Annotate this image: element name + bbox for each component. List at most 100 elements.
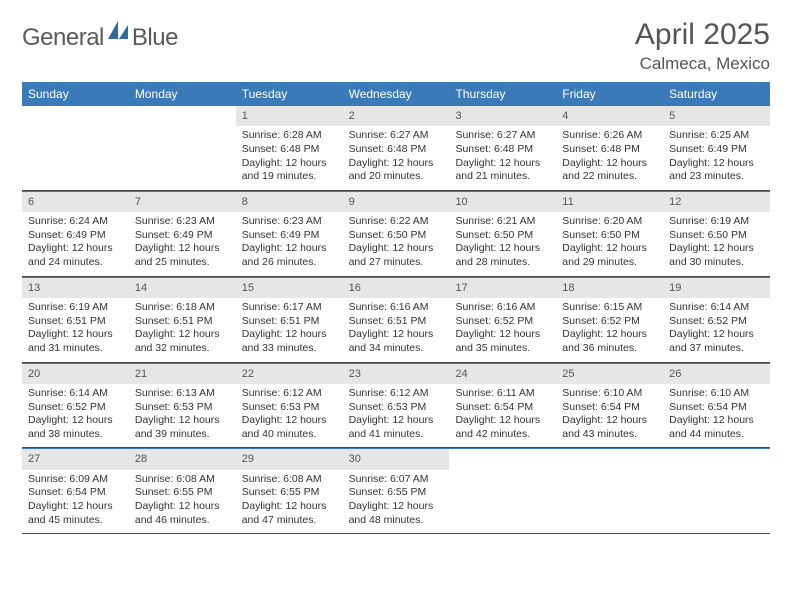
sunset-text: Sunset: 6:55 PM (135, 486, 230, 500)
daylight-text: Daylight: 12 hours and 31 minutes. (28, 328, 123, 355)
sunset-text: Sunset: 6:49 PM (135, 229, 230, 243)
sunset-text: Sunset: 6:51 PM (242, 315, 337, 329)
day-number: 6 (22, 192, 129, 212)
sunset-text: Sunset: 6:51 PM (135, 315, 230, 329)
day-content: Sunrise: 6:28 AMSunset: 6:48 PMDaylight:… (236, 129, 343, 184)
day-content: Sunrise: 6:15 AMSunset: 6:52 PMDaylight:… (556, 301, 663, 356)
logo: General Blue (22, 18, 178, 52)
day-content: Sunrise: 6:19 AMSunset: 6:51 PMDaylight:… (22, 301, 129, 356)
day-number: 30 (343, 449, 450, 469)
sunset-text: Sunset: 6:48 PM (562, 143, 657, 157)
daylight-text: Daylight: 12 hours and 45 minutes. (28, 500, 123, 527)
sunrise-text: Sunrise: 6:14 AM (28, 387, 123, 401)
week-row: 13 Sunrise: 6:19 AMSunset: 6:51 PMDayligh… (22, 277, 770, 363)
day-number: 26 (663, 364, 770, 384)
day-number: 13 (22, 278, 129, 298)
week-row: 1Sunrise: 6:28 AMSunset: 6:48 PMDaylight… (22, 106, 770, 191)
day-cell (556, 449, 663, 534)
day-cell (129, 106, 236, 191)
day-cell (22, 106, 129, 191)
sunrise-text: Sunrise: 6:23 AM (135, 215, 230, 229)
day-cell: 3Sunrise: 6:27 AMSunset: 6:48 PMDaylight… (449, 106, 556, 191)
day-content: Sunrise: 6:27 AMSunset: 6:48 PMDaylight:… (343, 129, 450, 184)
sunrise-text: Sunrise: 6:15 AM (562, 301, 657, 315)
sunset-text: Sunset: 6:52 PM (562, 315, 657, 329)
day-number: 5 (663, 106, 770, 126)
day-content: Sunrise: 6:18 AMSunset: 6:51 PMDaylight:… (129, 301, 236, 356)
day-cell: 18Sunrise: 6:15 AMSunset: 6:52 PMDayligh… (556, 278, 663, 363)
daylight-text: Daylight: 12 hours and 21 minutes. (455, 157, 550, 184)
day-cell: 22Sunrise: 6:12 AMSunset: 6:53 PMDayligh… (236, 364, 343, 449)
day-content: Sunrise: 6:22 AMSunset: 6:50 PMDaylight:… (343, 215, 450, 270)
day-cell: 5Sunrise: 6:25 AMSunset: 6:49 PMDaylight… (663, 106, 770, 191)
day-cell: 7Sunrise: 6:23 AMSunset: 6:49 PMDaylight… (129, 192, 236, 277)
weekday-thursday: Thursday (449, 82, 556, 106)
day-content: Sunrise: 6:24 AMSunset: 6:49 PMDaylight:… (22, 215, 129, 270)
day-cell: 24Sunrise: 6:11 AMSunset: 6:54 PMDayligh… (449, 364, 556, 449)
day-number: 15 (236, 278, 343, 298)
day-cell: 29Sunrise: 6:08 AMSunset: 6:55 PMDayligh… (236, 449, 343, 534)
day-cell: 1Sunrise: 6:28 AMSunset: 6:48 PMDaylight… (236, 106, 343, 191)
sunset-text: Sunset: 6:50 PM (562, 229, 657, 243)
sunrise-text: Sunrise: 6:09 AM (28, 473, 123, 487)
sunrise-text: Sunrise: 6:10 AM (669, 387, 764, 401)
weekday-friday: Friday (556, 82, 663, 106)
day-cell: 27Sunrise: 6:09 AMSunset: 6:54 PMDayligh… (22, 449, 129, 534)
daylight-text: Daylight: 12 hours and 48 minutes. (349, 500, 444, 527)
day-number: 12 (663, 192, 770, 212)
daylight-text: Daylight: 12 hours and 26 minutes. (242, 242, 337, 269)
sunrise-text: Sunrise: 6:16 AM (349, 301, 444, 315)
day-cell: 13 Sunrise: 6:19 AMSunset: 6:51 PMDayligh… (22, 278, 129, 363)
daylight-text: Daylight: 12 hours and 36 minutes. (562, 328, 657, 355)
sunset-text: Sunset: 6:50 PM (349, 229, 444, 243)
sunset-text: Sunset: 6:51 PM (349, 315, 444, 329)
day-content: Sunrise: 6:10 AMSunset: 6:54 PMDaylight:… (663, 387, 770, 442)
sunrise-text: Sunrise: 6:27 AM (455, 129, 550, 143)
weekday-monday: Monday (129, 82, 236, 106)
sail-icon (108, 21, 128, 44)
day-content: Sunrise: 6:23 AMSunset: 6:49 PMDaylight:… (236, 215, 343, 270)
sunset-text: Sunset: 6:54 PM (28, 486, 123, 500)
day-cell (449, 449, 556, 534)
sunrise-text: Sunrise: 6:08 AM (242, 473, 337, 487)
sunrise-text: Sunrise: 6:17 AM (242, 301, 337, 315)
day-cell: 12Sunrise: 6:19 AMSunset: 6:50 PMDayligh… (663, 192, 770, 277)
sunrise-text: Sunrise: 6:23 AM (242, 215, 337, 229)
day-number: 7 (129, 192, 236, 212)
day-content: Sunrise: 6:27 AMSunset: 6:48 PMDaylight:… (449, 129, 556, 184)
daylight-text: Daylight: 12 hours and 33 minutes. (242, 328, 337, 355)
week-row: 6 Sunrise: 6:24 AMSunset: 6:49 PMDaylight… (22, 191, 770, 277)
day-content: Sunrise: 6:21 AMSunset: 6:50 PMDaylight:… (449, 215, 556, 270)
daylight-text: Daylight: 12 hours and 46 minutes. (135, 500, 230, 527)
weekday-sunday: Sunday (22, 82, 129, 106)
day-content: Sunrise: 6:10 AMSunset: 6:54 PMDaylight:… (556, 387, 663, 442)
day-content: Sunrise: 6:14 AMSunset: 6:52 PMDaylight:… (663, 301, 770, 356)
day-number: 2 (343, 106, 450, 126)
daylight-text: Daylight: 12 hours and 20 minutes. (349, 157, 444, 184)
day-cell: 6 Sunrise: 6:24 AMSunset: 6:49 PMDaylight… (22, 192, 129, 277)
day-number: 17 (449, 278, 556, 298)
sunset-text: Sunset: 6:53 PM (242, 401, 337, 415)
sunrise-text: Sunrise: 6:19 AM (669, 215, 764, 229)
sunset-text: Sunset: 6:48 PM (242, 143, 337, 157)
day-content: Sunrise: 6:14 AMSunset: 6:52 PMDaylight:… (22, 387, 129, 442)
sunrise-text: Sunrise: 6:20 AM (562, 215, 657, 229)
day-cell: 2 Sunrise: 6:27 AMSunset: 6:48 PMDaylight… (343, 106, 450, 191)
sunrise-text: Sunrise: 6:11 AM (455, 387, 550, 401)
day-cell: 25Sunrise: 6:10 AMSunset: 6:54 PMDayligh… (556, 364, 663, 449)
sunset-text: Sunset: 6:51 PM (28, 315, 123, 329)
day-number: 21 (129, 364, 236, 384)
day-number: 28 (129, 449, 236, 469)
day-number: 10 (449, 192, 556, 212)
daylight-text: Daylight: 12 hours and 32 minutes. (135, 328, 230, 355)
location: Calmeca, Mexico (635, 54, 770, 74)
day-cell: 28Sunrise: 6:08 AMSunset: 6:55 PMDayligh… (129, 449, 236, 534)
day-number: 16 (343, 278, 450, 298)
daylight-text: Daylight: 12 hours and 34 minutes. (349, 328, 444, 355)
daylight-text: Daylight: 12 hours and 42 minutes. (455, 414, 550, 441)
sunrise-text: Sunrise: 6:22 AM (349, 215, 444, 229)
sunset-text: Sunset: 6:48 PM (349, 143, 444, 157)
sunrise-text: Sunrise: 6:10 AM (562, 387, 657, 401)
calendar-grid: Sunday Monday Tuesday Wednesday Thursday… (22, 82, 770, 534)
sunrise-text: Sunrise: 6:16 AM (455, 301, 550, 315)
